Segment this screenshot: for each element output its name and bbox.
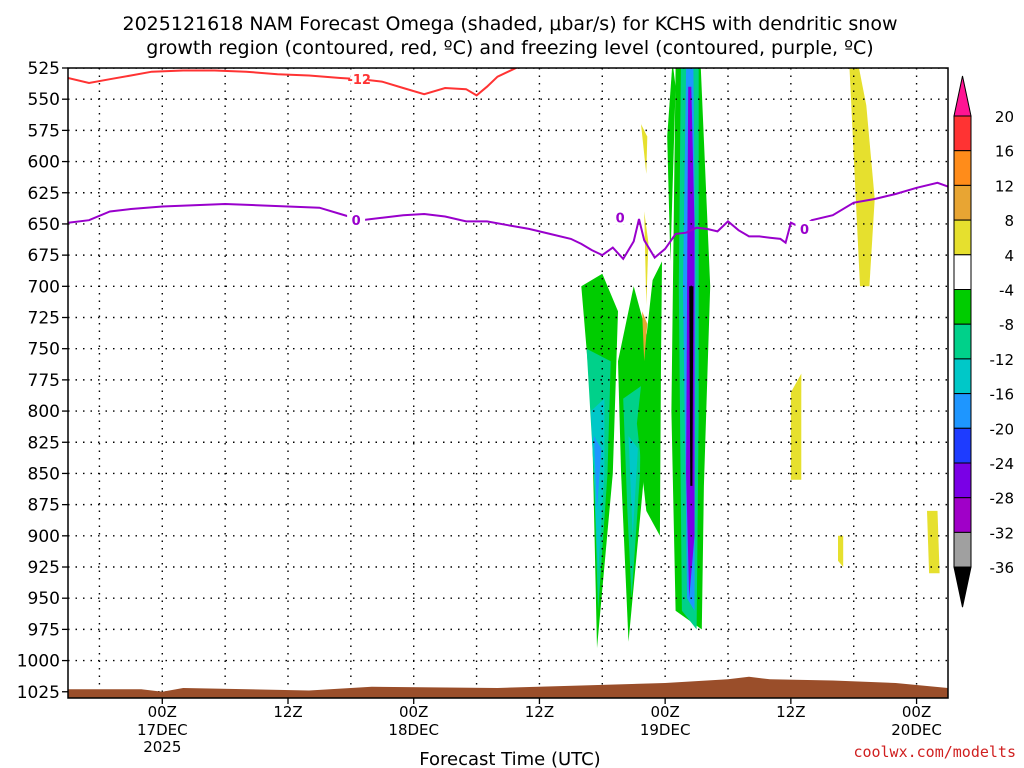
colorbar-box-7 [953,323,972,360]
y-tick-label-775: 775 [28,371,60,391]
omega-region-6 [628,436,638,536]
colorbar-box-13 [953,531,972,568]
omega-region-19 [838,535,844,567]
x-tick-label-2: 00Z [399,703,428,721]
colorbar-label-4: 4 [1004,247,1014,265]
dgz-label-bg [350,71,369,87]
omega-region-16 [642,311,648,362]
freezing-level-contour [68,181,948,261]
y-tick-label-600: 600 [28,153,60,173]
omega-region-17 [849,68,875,287]
x-tick-label-6: 00Z [902,703,931,721]
colorbar-box-9 [953,393,972,429]
colorbar-label-2: 12 [995,177,1014,195]
x-tick-label-1: 12Z [273,703,302,721]
colorbar-box-2 [953,150,972,186]
freezing-label-1: 0 [352,214,361,229]
freezing-label-3: 0 [800,223,809,238]
colorbar-bottom-arrow [953,566,972,608]
colorbar-label-0: 20 [995,108,1014,126]
x-axis-title: Forecast Time (UTC) [419,749,600,768]
dgz-label: -12 [347,73,371,88]
x-tick-date-2: 18DEC [388,721,439,739]
chart-title-line-2: growth region (contoured, red, ºC) and f… [146,37,873,59]
colorbar-label-10: -24 [990,455,1015,473]
colorbar-label-5: -4 [999,282,1014,300]
y-tick-label-900: 900 [28,527,60,547]
y-tick-label-925: 925 [28,558,60,578]
x-tick-label-4: 00Z [650,703,679,721]
colorbar-box-4 [953,219,972,256]
ground-terrain [68,676,948,698]
y-tick-label-875: 875 [28,496,60,516]
omega-region-13 [689,286,694,486]
plot-frame [67,67,949,699]
colorbar-label-7: -12 [990,351,1015,369]
colorbar: 20 16 12 8 4 -4 -8 -12 -16 -20 -24 -28 -32 -36 [953,75,1015,608]
colorbar-label-12: -32 [990,524,1015,542]
x-tick-label-3: 12Z [525,703,554,721]
colorbar-label-9: -20 [990,420,1015,438]
omega-region-18 [790,373,802,480]
omega-region-3 [593,436,602,511]
y-tick-label-700: 700 [28,277,60,297]
y-tick-label-575: 575 [28,121,60,141]
colorbar-box-11 [953,462,972,499]
y-tick-label-550: 550 [28,90,60,110]
y-tick-label-1000: 1000 [17,652,60,672]
y-tick-label-750: 750 [28,340,60,360]
omega-region-7 [636,261,662,536]
x-tick-label-0: 00Z [148,703,177,721]
x-tick-date-4: 19DEC [640,721,691,739]
colorbar-box-10 [953,427,972,464]
y-tick-label-725: 725 [28,309,60,329]
colorbar-label-8: -16 [990,386,1015,404]
x-tick-year-0: 2025 [143,738,181,756]
y-tick-label-675: 675 [28,246,60,266]
y-tick-label-525: 525 [28,59,60,79]
freezing-label-2-bg [611,209,630,225]
omega-region-20 [927,510,940,574]
colorbar-box-8 [953,358,972,395]
plot-content: -12 0 0 0 [68,68,948,698]
x-tick-date-0: 17DEC [137,721,188,739]
colorbar-box-12 [953,497,972,533]
colorbar-label-1: 16 [995,143,1014,161]
y-tick-label-1025: 1025 [17,683,60,703]
freezing-label-1-bg [347,212,366,228]
y-tick-label-850: 850 [28,464,60,484]
colorbar-box-1 [953,115,972,152]
colorbar-box-5 [953,254,972,291]
credit-link[interactable]: coolwx.com/modelts [853,743,1016,761]
axes: 525 550 575 600 625 650 675 700 725 750 775 800 825 8… [17,59,949,756]
plot-area: -12 0 0 0 [68,68,948,698]
x-tick-label-5: 12Z [776,703,805,721]
colorbar-label-6: -8 [999,316,1014,334]
y-tick-label-975: 975 [28,620,60,640]
y-tick-label-825: 825 [28,433,60,453]
y-tick-label-625: 625 [28,184,60,204]
freezing-label-3-bg [795,220,814,236]
colorbar-label-3: 8 [1004,212,1014,230]
omega-region-8 [667,68,676,262]
freezing-label-2: 0 [616,212,625,227]
colorbar-box-3 [953,184,972,221]
x-tick-date-6: 20DEC [891,721,942,739]
dgz-minus12-contour [68,68,519,97]
colorbar-label-11: -28 [990,490,1015,508]
y-tick-label-800: 800 [28,402,60,422]
y-tick-label-650: 650 [28,215,60,235]
colorbar-box-6 [953,289,972,325]
colorbar-top-arrow [953,75,972,117]
colorbar-label-13: -36 [990,559,1015,577]
omega-region-14 [644,211,649,305]
omega-region-15 [641,124,648,174]
y-tick-label-950: 950 [28,589,60,609]
chart-title-line-1: 2025121618 NAM Forecast Omega (shaded, μ… [123,13,898,35]
